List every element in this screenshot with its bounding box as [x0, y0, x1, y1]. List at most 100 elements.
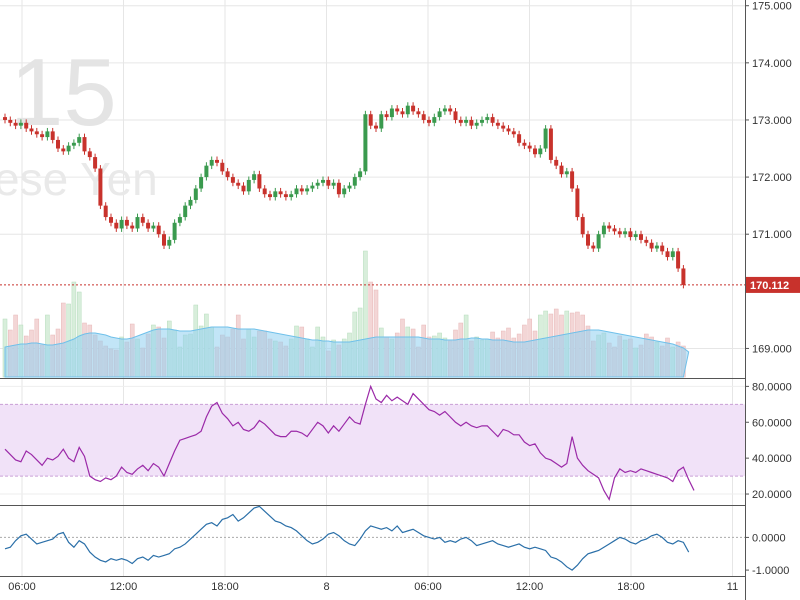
candle-body[interactable] — [283, 194, 288, 198]
candle-body[interactable] — [575, 188, 580, 218]
candle-body[interactable] — [601, 225, 606, 235]
candle-body[interactable] — [654, 245, 659, 249]
candle-body[interactable] — [167, 239, 172, 246]
candle-body[interactable] — [633, 234, 638, 238]
candle-body[interactable] — [352, 177, 357, 186]
candle-body[interactable] — [501, 125, 506, 129]
candle-body[interactable] — [639, 234, 643, 240]
candle-body[interactable] — [45, 131, 50, 138]
candle-body[interactable] — [103, 205, 108, 218]
candle-body[interactable] — [50, 131, 55, 140]
candle-body[interactable] — [379, 114, 384, 129]
candle-body[interactable] — [400, 111, 405, 115]
candle-body[interactable] — [448, 108, 453, 112]
candle-body[interactable] — [56, 139, 60, 149]
candle-body[interactable] — [580, 217, 585, 235]
candle-body[interactable] — [485, 117, 490, 120]
candle-body[interactable] — [257, 174, 262, 189]
price-scale[interactable] — [745, 0, 800, 600]
candle-body[interactable] — [336, 182, 341, 195]
candle-body[interactable] — [490, 117, 495, 123]
candle-body[interactable] — [538, 148, 543, 155]
candle-body[interactable] — [649, 242, 654, 249]
candle-body[interactable] — [543, 128, 548, 149]
candle-body[interactable] — [130, 225, 135, 229]
candle-body[interactable] — [124, 219, 129, 226]
candle-body[interactable] — [119, 219, 124, 229]
candle-body[interactable] — [193, 188, 198, 200]
candle-body[interactable] — [61, 148, 66, 152]
candle-body[interactable] — [315, 182, 320, 186]
candle-body[interactable] — [384, 114, 389, 118]
candle-body[interactable] — [199, 177, 204, 189]
candle-body[interactable] — [347, 185, 352, 189]
candle-body[interactable] — [676, 251, 681, 269]
candle-body[interactable] — [586, 234, 590, 246]
candle-body[interactable] — [480, 119, 484, 123]
candle-body[interactable] — [93, 157, 98, 169]
candle-body[interactable] — [570, 171, 575, 189]
candle-body[interactable] — [612, 228, 617, 232]
candle-body[interactable] — [559, 165, 564, 175]
candle-body[interactable] — [209, 159, 214, 166]
candle-body[interactable] — [533, 148, 537, 155]
candle-body[interactable] — [156, 225, 161, 235]
candle-body[interactable] — [252, 174, 257, 180]
candle-body[interactable] — [294, 188, 299, 195]
candle-body[interactable] — [511, 131, 516, 135]
candle-body[interactable] — [66, 145, 71, 152]
candle-body[interactable] — [13, 122, 18, 126]
candle-body[interactable] — [665, 251, 670, 258]
candle-body[interactable] — [628, 231, 633, 238]
candle-body[interactable] — [220, 162, 225, 172]
candle-body[interactable] — [591, 245, 596, 249]
candle-body[interactable] — [204, 165, 209, 178]
candle-body[interactable] — [416, 111, 421, 115]
candle-body[interactable] — [437, 111, 442, 118]
candle-body[interactable] — [331, 182, 336, 186]
time-axis[interactable] — [0, 577, 745, 600]
candle-body[interactable] — [29, 128, 34, 132]
candle-body[interactable] — [321, 179, 325, 183]
candle-body[interactable] — [548, 128, 553, 160]
candle-body[interactable] — [98, 168, 103, 206]
candle-body[interactable] — [236, 182, 241, 186]
candle-body[interactable] — [368, 114, 373, 126]
candle-body[interactable] — [278, 191, 283, 195]
candle-body[interactable] — [40, 134, 45, 138]
candle-body[interactable] — [215, 159, 219, 163]
candle-body[interactable] — [71, 142, 76, 146]
candle-body[interactable] — [670, 251, 675, 258]
candle-body[interactable] — [114, 222, 119, 229]
candle-body[interactable] — [188, 199, 193, 206]
candle-body[interactable] — [177, 217, 182, 223]
candle-body[interactable] — [395, 108, 400, 112]
candle-body[interactable] — [458, 119, 463, 123]
candle-body[interactable] — [363, 114, 368, 172]
candle-body[interactable] — [230, 177, 235, 183]
candle-body[interactable] — [241, 185, 246, 192]
candle-body[interactable] — [464, 119, 469, 123]
candle-body[interactable] — [442, 108, 447, 112]
candle-body[interactable] — [268, 194, 272, 198]
candle-body[interactable] — [660, 245, 665, 252]
candle-body[interactable] — [310, 185, 315, 189]
candle-body[interactable] — [596, 234, 601, 249]
candle-body[interactable] — [18, 122, 23, 126]
candle-body[interactable] — [421, 114, 426, 120]
candle-body[interactable] — [172, 222, 177, 240]
candle-body[interactable] — [358, 171, 363, 178]
candle-body[interactable] — [273, 191, 278, 198]
candle-body[interactable] — [146, 222, 151, 229]
candle-body[interactable] — [24, 122, 29, 129]
candle-body[interactable] — [342, 188, 347, 195]
candle-body[interactable] — [326, 179, 331, 186]
candle-body[interactable] — [623, 231, 628, 235]
candle-body[interactable] — [77, 137, 82, 143]
candle-body[interactable] — [162, 234, 166, 246]
candle-body[interactable] — [140, 217, 145, 223]
candle-body[interactable] — [109, 217, 113, 223]
candlestick-series[interactable] — [3, 102, 686, 289]
candle-body[interactable] — [289, 194, 294, 198]
